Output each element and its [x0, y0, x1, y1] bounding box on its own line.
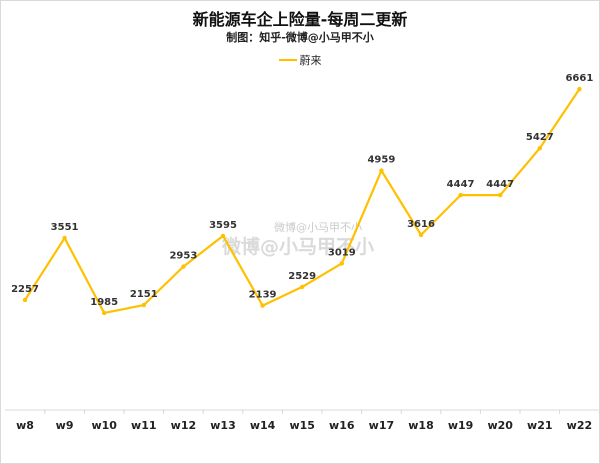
x-tick-label: w18	[408, 419, 433, 432]
x-tick-label: w17	[369, 419, 394, 432]
legend-label: 蔚来	[299, 54, 322, 67]
data-label: 3019	[328, 247, 356, 258]
data-point	[498, 192, 503, 198]
data-label: 4447	[447, 179, 475, 190]
data-point	[22, 297, 28, 303]
legend: 蔚来	[0, 52, 600, 68]
watermark-small: 微博@小马甲不小	[274, 221, 362, 234]
data-point	[379, 168, 384, 173]
data-label: 5427	[526, 132, 554, 143]
x-tick-label: w19	[448, 419, 473, 432]
data-label: 6661	[565, 73, 593, 84]
data-point	[418, 232, 424, 238]
x-tick-label: w21	[527, 419, 552, 432]
x-tick-label: w8	[16, 419, 34, 432]
x-tick-label: w22	[567, 419, 592, 432]
data-point	[537, 145, 542, 151]
data-label: 2151	[130, 289, 158, 300]
data-point	[181, 264, 186, 269]
x-tick-label: w10	[91, 419, 117, 432]
data-label: 4959	[367, 155, 395, 166]
data-label: 2257	[11, 284, 39, 295]
data-label: 4447	[486, 179, 514, 190]
data-point	[102, 310, 107, 316]
chart-title: 新能源车企上险量-每周二更新	[192, 10, 408, 29]
data-point	[260, 303, 265, 308]
data-label: 3616	[407, 219, 435, 230]
chart-subtitle: 制图：知乎-微博@小马甲不小	[226, 31, 374, 44]
data-point	[577, 86, 582, 92]
data-label: 2953	[169, 251, 197, 262]
x-tick-label: w9	[56, 419, 74, 432]
data-label: 3595	[209, 220, 237, 231]
x-tick-label: w20	[487, 419, 513, 432]
data-label: 2139	[249, 290, 277, 301]
legend-swatch	[278, 59, 297, 61]
data-point	[458, 192, 463, 198]
data-label: 3551	[51, 222, 79, 233]
data-point	[62, 235, 67, 241]
x-tick-label: w14	[250, 419, 276, 432]
data-point	[339, 261, 344, 266]
x-tick-label: w16	[329, 419, 355, 432]
data-label: 1985	[90, 297, 118, 308]
x-tick-label: w11	[131, 419, 156, 432]
data-label: 2529	[288, 271, 316, 282]
data-point	[220, 233, 226, 239]
data-point	[300, 284, 305, 290]
x-tick-label: w12	[171, 419, 196, 432]
x-tick-label: w15	[289, 419, 314, 432]
watermark: 微博@小马甲不小	[222, 236, 375, 258]
x-tick-label: w13	[210, 419, 235, 432]
data-point	[141, 302, 146, 308]
